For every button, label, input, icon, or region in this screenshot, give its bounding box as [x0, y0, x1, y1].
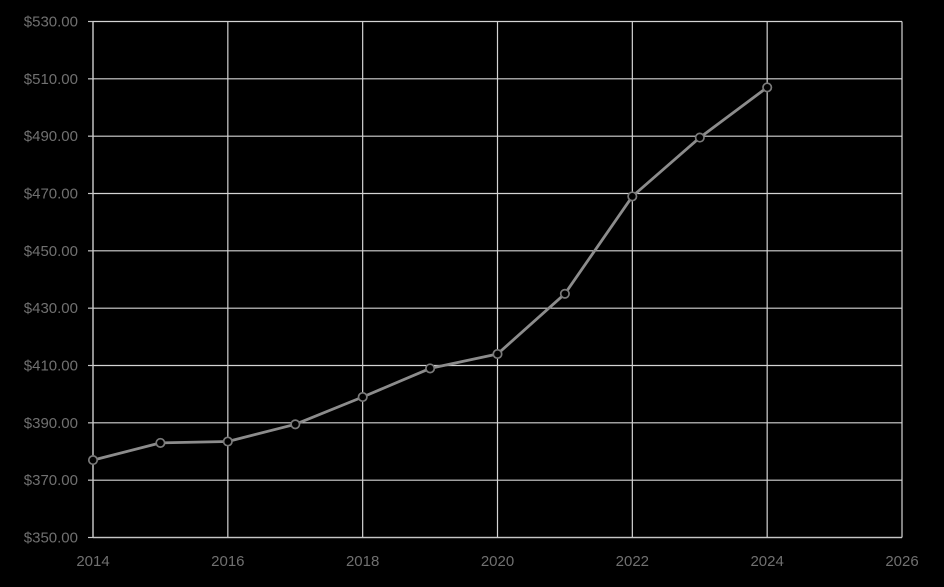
y-tick-label: $490.00	[24, 128, 78, 145]
x-tick-label: 2018	[346, 553, 379, 570]
data-series	[87, 82, 773, 466]
x-tick-label: 2020	[481, 553, 514, 570]
x-tick-label: 2022	[616, 553, 649, 570]
y-tick-label: $390.00	[24, 415, 78, 432]
axis-labels: $350.00 $370.00 $390.00 $410.00 $430.00 $450.…	[24, 14, 919, 571]
x-tick-label: 2016	[211, 553, 244, 570]
data-point-2018	[357, 391, 368, 403]
data-point-2024	[762, 82, 773, 93]
axes	[92, 21, 902, 539]
series-line	[91, 86, 769, 462]
y-tick-label: $470.00	[24, 186, 78, 203]
data-point-2014	[87, 455, 99, 466]
data-point-2015	[155, 437, 166, 448]
gridlines	[92, 20, 903, 539]
x-tick-label: 2024	[750, 553, 783, 570]
x-tick-label: 2026	[885, 553, 918, 570]
y-tick-label: $430.00	[24, 300, 78, 317]
x-tick-label: 2014	[76, 553, 109, 570]
y-tick-label: $350.00	[24, 530, 78, 547]
data-point-2017	[290, 419, 301, 430]
axis-ticks	[88, 20, 93, 539]
data-point-2016	[222, 436, 233, 447]
y-tick-label: $370.00	[24, 472, 78, 489]
data-point-2021	[559, 288, 570, 299]
y-tick-label: $530.00	[24, 14, 78, 31]
y-tick-label: $450.00	[24, 243, 78, 260]
y-tick-label: $410.00	[24, 358, 78, 375]
data-point-2023	[694, 132, 705, 143]
data-point-2020	[492, 348, 503, 360]
data-point-2022	[627, 191, 638, 202]
data-point-2019	[425, 363, 436, 374]
y-tick-label: $510.00	[24, 71, 78, 88]
